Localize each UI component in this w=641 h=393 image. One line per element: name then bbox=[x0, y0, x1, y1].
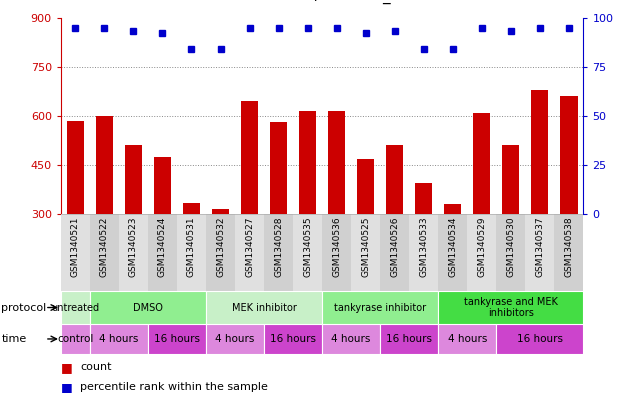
Bar bbox=[270, 123, 287, 214]
Bar bbox=[293, 214, 322, 291]
Bar bbox=[67, 121, 84, 214]
Text: protocol: protocol bbox=[1, 303, 47, 312]
Text: GSM1340535: GSM1340535 bbox=[303, 217, 312, 277]
Bar bbox=[438, 324, 496, 354]
Text: tankyrase inhibitor: tankyrase inhibitor bbox=[334, 303, 426, 312]
Bar bbox=[148, 324, 206, 354]
Text: 16 hours: 16 hours bbox=[154, 334, 200, 344]
Bar bbox=[90, 324, 148, 354]
Text: GSM1340527: GSM1340527 bbox=[245, 217, 254, 277]
Text: DMSO: DMSO bbox=[133, 303, 163, 312]
Bar bbox=[444, 204, 462, 214]
Text: GSM1340524: GSM1340524 bbox=[158, 217, 167, 277]
Bar bbox=[90, 214, 119, 291]
Text: 4 hours: 4 hours bbox=[447, 334, 487, 344]
Bar bbox=[415, 183, 433, 214]
Bar bbox=[473, 113, 490, 214]
Text: GSM1340528: GSM1340528 bbox=[274, 217, 283, 277]
Text: GSM1340534: GSM1340534 bbox=[448, 217, 457, 277]
Text: ■: ■ bbox=[61, 361, 72, 374]
Bar bbox=[154, 157, 171, 214]
Text: untreated: untreated bbox=[51, 303, 99, 312]
Text: count: count bbox=[80, 362, 112, 373]
Bar bbox=[438, 214, 467, 291]
Text: GSM1340532: GSM1340532 bbox=[216, 217, 225, 277]
Bar bbox=[264, 214, 293, 291]
Text: GSM1340537: GSM1340537 bbox=[535, 217, 544, 277]
Bar bbox=[206, 291, 322, 324]
Bar bbox=[560, 96, 578, 214]
Bar bbox=[531, 90, 549, 214]
Bar bbox=[299, 111, 316, 214]
Bar bbox=[525, 214, 554, 291]
Text: GDS5029 / 213093_at: GDS5029 / 213093_at bbox=[238, 0, 406, 4]
Bar bbox=[380, 214, 409, 291]
Bar bbox=[61, 324, 90, 354]
Text: GSM1340525: GSM1340525 bbox=[361, 217, 370, 277]
Bar bbox=[554, 214, 583, 291]
Text: MEK inhibitor: MEK inhibitor bbox=[231, 303, 297, 312]
Bar bbox=[61, 291, 90, 324]
Text: 16 hours: 16 hours bbox=[517, 334, 563, 344]
Text: GSM1340526: GSM1340526 bbox=[390, 217, 399, 277]
Bar bbox=[502, 145, 519, 214]
Bar bbox=[206, 324, 264, 354]
Bar bbox=[212, 209, 229, 214]
Text: GSM1340533: GSM1340533 bbox=[419, 217, 428, 277]
Bar bbox=[177, 214, 206, 291]
Bar bbox=[322, 214, 351, 291]
Bar bbox=[96, 116, 113, 214]
Text: control: control bbox=[57, 334, 94, 344]
Text: time: time bbox=[1, 334, 26, 344]
Bar bbox=[438, 291, 583, 324]
Bar bbox=[328, 111, 345, 214]
Bar bbox=[235, 214, 264, 291]
Bar bbox=[125, 145, 142, 214]
Text: GSM1340522: GSM1340522 bbox=[100, 217, 109, 277]
Bar bbox=[206, 214, 235, 291]
Bar bbox=[380, 324, 438, 354]
Text: GSM1340530: GSM1340530 bbox=[506, 217, 515, 277]
Text: GSM1340521: GSM1340521 bbox=[71, 217, 80, 277]
Text: GSM1340536: GSM1340536 bbox=[332, 217, 341, 277]
Bar bbox=[409, 214, 438, 291]
Text: 16 hours: 16 hours bbox=[270, 334, 316, 344]
Bar bbox=[322, 324, 380, 354]
Text: 4 hours: 4 hours bbox=[331, 334, 370, 344]
Text: GSM1340523: GSM1340523 bbox=[129, 217, 138, 277]
Bar bbox=[90, 291, 206, 324]
Text: GSM1340538: GSM1340538 bbox=[564, 217, 573, 277]
Text: 4 hours: 4 hours bbox=[215, 334, 254, 344]
Text: tankyrase and MEK
inhibitors: tankyrase and MEK inhibitors bbox=[464, 297, 558, 318]
Text: ■: ■ bbox=[61, 380, 72, 393]
Bar bbox=[264, 324, 322, 354]
Bar bbox=[496, 324, 583, 354]
Bar bbox=[351, 214, 380, 291]
Bar bbox=[241, 101, 258, 214]
Text: percentile rank within the sample: percentile rank within the sample bbox=[80, 382, 268, 392]
Bar bbox=[183, 203, 200, 214]
Text: GSM1340531: GSM1340531 bbox=[187, 217, 196, 277]
Bar bbox=[119, 214, 148, 291]
Bar bbox=[148, 214, 177, 291]
Bar bbox=[322, 291, 438, 324]
Text: GSM1340529: GSM1340529 bbox=[478, 217, 487, 277]
Bar bbox=[61, 214, 90, 291]
Text: 4 hours: 4 hours bbox=[99, 334, 138, 344]
Bar bbox=[386, 145, 403, 214]
Bar bbox=[357, 158, 374, 214]
Bar bbox=[467, 214, 496, 291]
Bar bbox=[496, 214, 525, 291]
Text: 16 hours: 16 hours bbox=[386, 334, 432, 344]
